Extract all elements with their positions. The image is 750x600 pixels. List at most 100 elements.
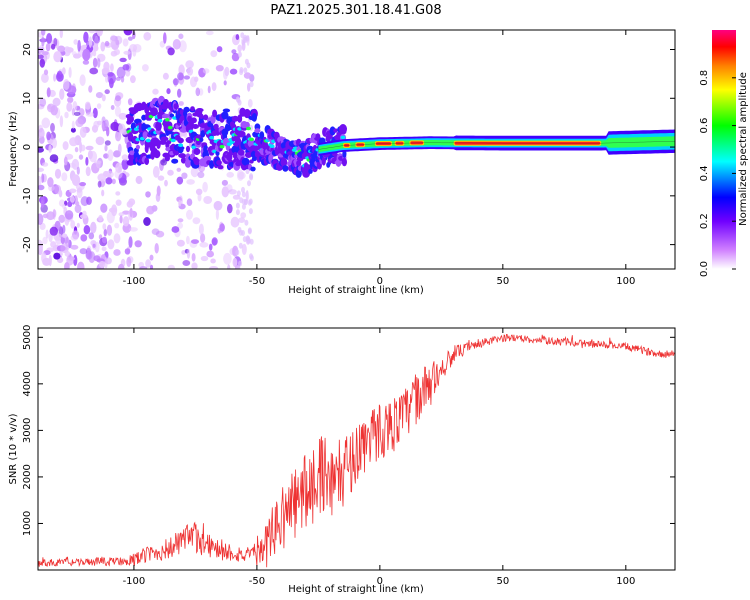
colorbar-tick-label: 0.2	[699, 213, 710, 229]
speckle-mark	[191, 239, 199, 245]
speckle-mark	[215, 65, 224, 72]
speckle-mark	[63, 156, 68, 166]
speckle-mark	[85, 156, 89, 166]
speckle-mark	[151, 228, 160, 235]
speckle-mark	[142, 64, 149, 72]
speckle-mark	[63, 79, 70, 91]
ridge-envelope-mark	[177, 145, 184, 154]
speckle-mark	[124, 248, 131, 255]
speckle-mark	[79, 182, 86, 187]
speckle-mark	[66, 254, 74, 266]
speckle-mark	[177, 222, 184, 229]
speckle-mark	[223, 68, 228, 80]
speckle-mark	[92, 50, 97, 57]
speckle-mark	[116, 66, 126, 79]
speckle-mark	[238, 260, 242, 267]
speckle-mark	[41, 173, 45, 183]
speckle-mark	[152, 88, 159, 95]
speckle-mark	[114, 35, 123, 45]
speckle-mark	[70, 234, 79, 241]
spectrogram-x-tick-label: -100	[123, 276, 146, 287]
speckle-mark	[114, 106, 121, 117]
speckle-mark	[104, 119, 109, 129]
speckle-mark	[104, 144, 108, 152]
ridge-envelope-mark	[253, 144, 259, 152]
speckle-mark	[235, 249, 240, 256]
ridge-envelope-mark	[155, 121, 162, 131]
snr-x-tick-label: 50	[496, 576, 509, 587]
snr-panel: -100 -50 0 50 100 1000 2000 3000 4000 5000 Height…	[8, 325, 676, 595]
speckle-mark	[227, 203, 233, 214]
speckle-mark	[45, 229, 49, 239]
speckle-mark	[101, 189, 105, 197]
speckle-mark	[121, 158, 129, 170]
ridge-envelope-mark	[171, 158, 179, 164]
speckle-mark	[95, 92, 104, 99]
speckle-mark	[86, 196, 92, 205]
speckle-mark	[82, 48, 91, 61]
ridge-envelope-mark	[190, 106, 195, 112]
speckle-mark	[92, 243, 96, 248]
ridge-envelope-mark	[341, 157, 347, 167]
speckle-mark	[96, 103, 102, 109]
ridge-envelope-mark	[127, 115, 134, 123]
speckle-mark	[67, 96, 74, 104]
speckle-mark	[249, 174, 254, 181]
speckle-mark	[95, 136, 105, 146]
ridge-envelope-mark	[150, 107, 159, 117]
ridge-envelope-mark	[282, 165, 289, 172]
ridge-envelope-mark	[161, 113, 170, 119]
speckle-mark	[129, 44, 138, 52]
speckle-mark	[246, 62, 251, 69]
ridge-core-mark	[145, 138, 151, 143]
spectrogram-frame	[37, 29, 676, 270]
ridge-envelope-mark	[321, 156, 326, 166]
speckle-mark	[62, 224, 66, 234]
speckle-mark	[107, 149, 114, 161]
speckle-mark	[202, 181, 208, 193]
speckle-mark	[118, 112, 128, 120]
speckle-mark	[167, 47, 175, 56]
colorbar-ticks: 0.0 0.2 0.4 0.6 0.8	[699, 70, 736, 277]
speckle-mark	[78, 154, 84, 160]
ridge-core-mark	[219, 144, 225, 149]
speckle-mark	[54, 168, 62, 179]
speckle-mark	[239, 197, 244, 204]
speckle-mark	[145, 191, 151, 198]
speckle-mark	[247, 98, 253, 108]
chart-title: PAZ1.2025.301.18.41.G08	[270, 3, 441, 18]
speckle-mark	[42, 257, 51, 266]
speckle-mark	[40, 199, 44, 209]
speckle-mark	[162, 72, 169, 80]
speckle-mark	[59, 115, 64, 128]
speckle-mark	[191, 262, 198, 269]
speckle-mark	[109, 34, 117, 45]
ridge-envelope-mark	[203, 114, 209, 121]
speckle-mark	[195, 188, 203, 195]
speckle-mark	[39, 222, 46, 230]
speckle-mark	[172, 39, 181, 50]
speckle-mark	[67, 201, 73, 208]
colorbar-tick-label: 0.0	[699, 261, 710, 277]
speckle-mark	[176, 167, 182, 172]
spectrogram-y-axis-label: Frequency (Hz)	[8, 111, 19, 187]
speckle-mark	[107, 239, 115, 250]
speckle-mark	[121, 154, 129, 161]
ridge-envelope-mark	[209, 160, 215, 169]
ridge-envelope-mark	[273, 131, 280, 139]
ridge-line	[318, 140, 675, 150]
speckle-mark	[46, 87, 51, 98]
ridge-envelope-mark	[173, 103, 179, 110]
ridge-envelope-mark	[203, 145, 209, 155]
speckle-mark	[71, 174, 81, 186]
speckle-mark	[115, 76, 121, 81]
speckle-mark	[241, 203, 246, 210]
speckle-mark	[39, 58, 45, 68]
speckle-mark	[223, 252, 232, 265]
speckle-mark	[46, 33, 53, 44]
speckle-mark	[53, 51, 62, 63]
speckle-mark	[48, 144, 52, 153]
speckle-mark	[200, 233, 206, 243]
speckle-mark	[64, 111, 69, 119]
